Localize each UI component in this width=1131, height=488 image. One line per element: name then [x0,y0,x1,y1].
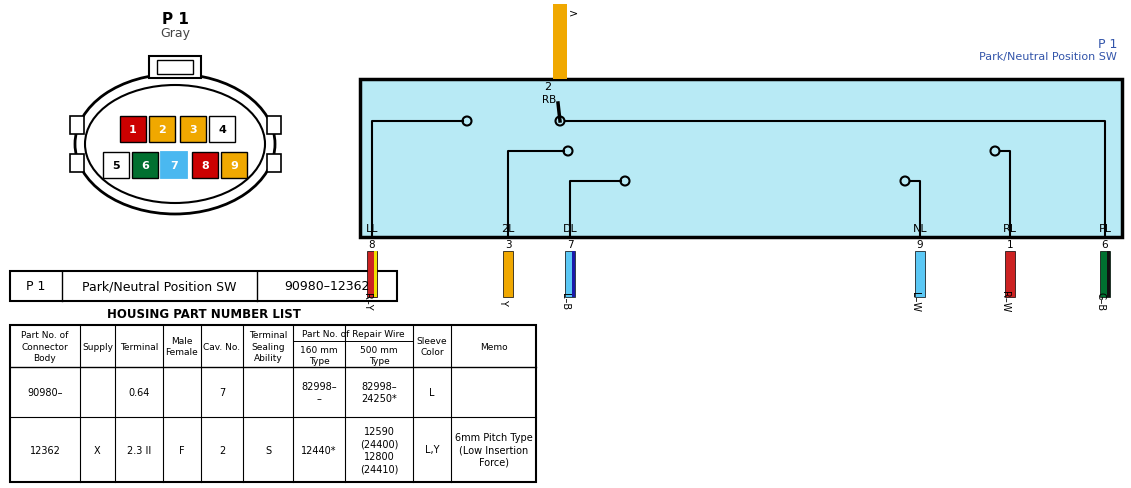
Ellipse shape [85,86,265,203]
Text: Y: Y [498,299,508,305]
Text: P 1: P 1 [26,280,45,293]
Text: R–W: R–W [1000,291,1010,312]
Text: >: > [569,8,578,18]
Text: 8: 8 [369,240,375,249]
Text: 2: 2 [544,82,551,92]
Text: L: L [430,387,434,397]
Text: Memo: Memo [480,342,508,351]
Ellipse shape [75,75,275,215]
Text: 500 mm
Type: 500 mm Type [360,345,398,366]
Text: Part No. of Repair Wire: Part No. of Repair Wire [302,329,404,338]
Text: 2: 2 [219,445,225,454]
Text: 0.64: 0.64 [128,387,149,397]
Text: X: X [94,445,101,454]
Text: 82998–
24250*: 82998– 24250* [361,381,397,404]
Text: 90980–12362: 90980–12362 [284,280,370,293]
Bar [161,153,187,179]
Text: Park/Neutral Position SW: Park/Neutral Position SW [83,280,236,293]
Text: RB: RB [542,95,556,105]
Text: 1: 1 [1007,240,1013,249]
Text: P 1: P 1 [1097,38,1117,51]
Text: 7: 7 [170,161,178,171]
Bar [180,117,206,142]
Text: 82998–
–: 82998– – [301,381,337,404]
Text: 7: 7 [219,387,225,397]
Bar [157,61,193,75]
Text: L,Y: L,Y [425,445,439,454]
Bar [209,117,235,142]
Text: 6: 6 [141,161,149,171]
Bar [1005,251,1015,297]
Text: L–B: L–B [560,293,570,310]
Text: Gray: Gray [159,27,190,40]
Text: DL: DL [562,224,577,234]
Bar [221,153,247,179]
Bar [10,271,397,302]
Text: R–Y: R–Y [362,293,372,310]
Text: 90980–: 90980– [27,387,62,397]
Text: Cav. No.: Cav. No. [204,342,241,351]
Text: Sleeve
Color: Sleeve Color [416,336,448,356]
Text: G–B: G–B [1095,292,1105,311]
Text: 2L: 2L [501,224,515,234]
Text: 12590
(24400)
12800
(24410): 12590 (24400) 12800 (24410) [360,426,398,473]
Bar [360,80,1122,238]
Bar [572,251,575,297]
Bar [70,155,84,173]
Text: Terminal
Sealing
Ability: Terminal Sealing Ability [249,331,287,362]
Text: 3: 3 [189,125,197,135]
Bar [553,5,567,80]
Text: Terminal: Terminal [120,342,158,351]
Bar [1100,251,1110,297]
Bar [10,325,536,482]
Text: 3: 3 [504,240,511,249]
Text: Male
Female: Male Female [165,336,198,356]
Text: 9: 9 [917,240,923,249]
Bar [70,117,84,135]
Bar [267,155,280,173]
Bar [503,251,513,297]
Text: 12362: 12362 [29,445,60,454]
Text: 1: 1 [129,125,137,135]
Bar [366,251,377,297]
Bar [120,117,146,142]
Bar [103,153,129,179]
Text: 4: 4 [218,125,226,135]
Text: PL: PL [1098,224,1112,234]
Text: Park/Neutral Position SW: Park/Neutral Position SW [979,52,1117,62]
Bar [1107,251,1110,297]
Text: 6: 6 [1102,240,1108,249]
Text: RL: RL [1003,224,1017,234]
Text: 8: 8 [201,161,209,171]
Bar [192,153,218,179]
Text: Part No. of
Connector
Body: Part No. of Connector Body [21,331,69,362]
Bar [915,251,925,297]
Text: 2.3 II: 2.3 II [127,445,152,454]
Text: 5: 5 [112,161,120,171]
Text: 2: 2 [158,125,166,135]
Bar [267,117,280,135]
Text: 7: 7 [567,240,573,249]
Text: 9: 9 [230,161,238,171]
Bar [132,153,158,179]
Text: 6mm Pitch Type
(Low Insertion
Force): 6mm Pitch Type (Low Insertion Force) [455,432,533,467]
Bar [149,57,201,79]
Text: S: S [265,445,271,454]
Text: LL: LL [365,224,378,234]
Text: L–W: L–W [910,291,920,311]
Bar [149,117,175,142]
Text: 12440*: 12440* [301,445,337,454]
Text: NL: NL [913,224,927,234]
Text: 160 mm
Type: 160 mm Type [300,345,338,366]
Text: HOUSING PART NUMBER LIST: HOUSING PART NUMBER LIST [106,307,301,320]
Text: P 1: P 1 [162,12,189,27]
Text: F: F [179,445,184,454]
Bar [374,251,377,297]
Text: Supply: Supply [83,342,113,351]
Bar [566,251,575,297]
